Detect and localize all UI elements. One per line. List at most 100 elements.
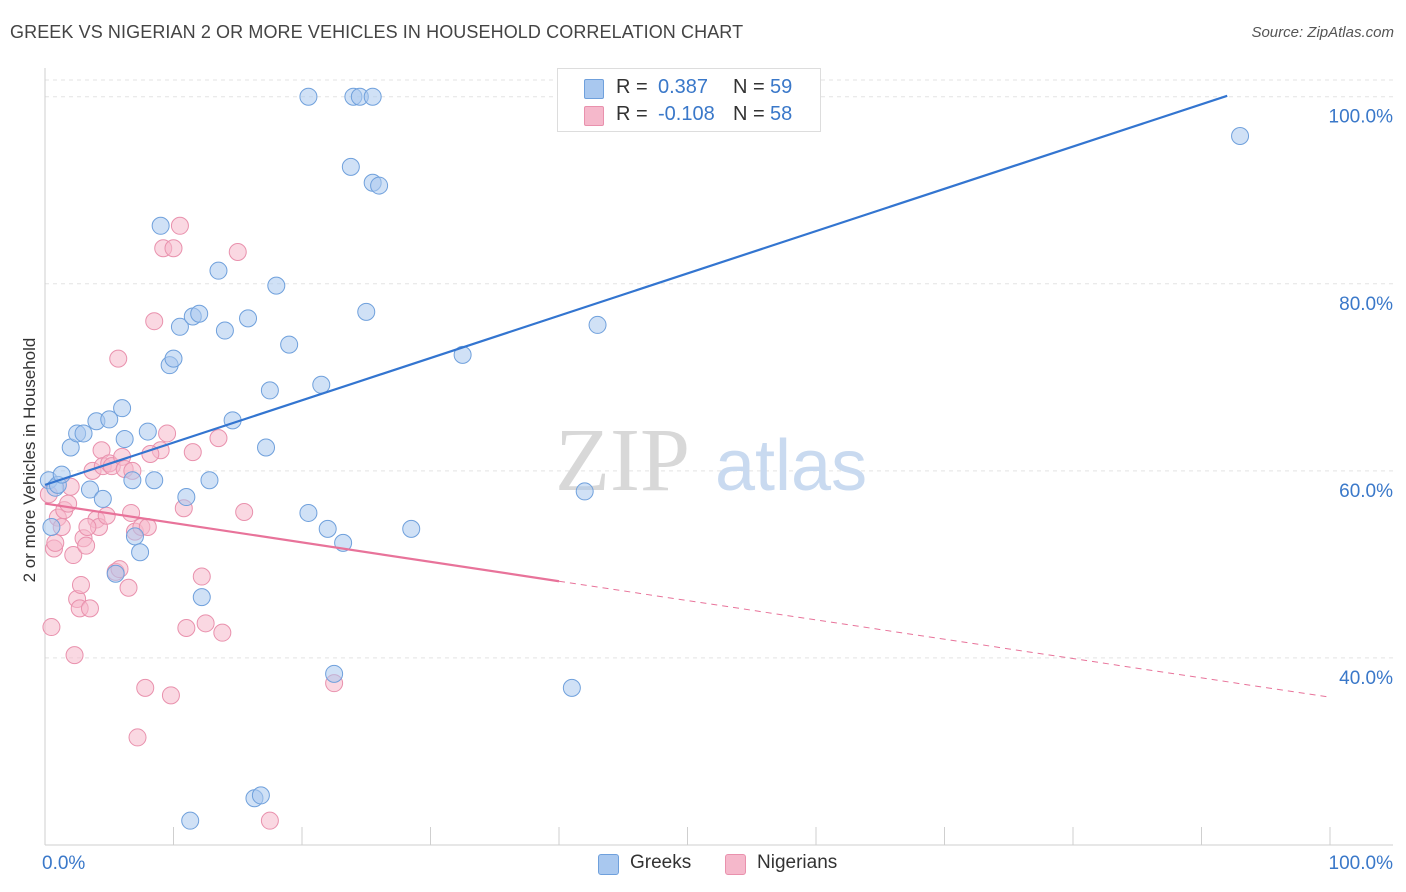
nigerian-point bbox=[80, 599, 99, 618]
greek-point bbox=[192, 588, 211, 607]
nigerian-point bbox=[42, 618, 61, 637]
greek-point bbox=[138, 422, 157, 441]
greek-point bbox=[106, 564, 125, 583]
nigerian-point bbox=[119, 578, 138, 597]
nigerian-r-label: R = bbox=[616, 103, 648, 125]
nigerian-point bbox=[97, 506, 116, 525]
x-tick-label-min: 0.0% bbox=[42, 853, 85, 874]
nigerian-point bbox=[122, 503, 141, 522]
greek-point bbox=[341, 157, 360, 176]
nigerian-point bbox=[192, 567, 211, 586]
nigerian-swatch bbox=[584, 106, 604, 126]
nigerian-point bbox=[65, 646, 84, 665]
nigerian-point bbox=[196, 614, 215, 633]
greek-point bbox=[151, 216, 170, 235]
nigerian-n-label: N = bbox=[733, 103, 765, 125]
greek-point bbox=[260, 381, 279, 400]
greek-point bbox=[74, 424, 93, 443]
greek-points bbox=[39, 87, 1250, 830]
nigerian-point bbox=[145, 312, 164, 331]
greek-point bbox=[181, 811, 200, 830]
greek-r-label: R = bbox=[616, 76, 648, 98]
greek-point bbox=[190, 304, 209, 323]
chart-title: GREEK VS NIGERIAN 2 OR MORE VEHICLES IN … bbox=[10, 22, 744, 42]
nigerian-point bbox=[59, 494, 78, 513]
nigerian-point bbox=[78, 517, 97, 536]
watermark-atlas: atlas bbox=[715, 426, 867, 506]
nigerian-point bbox=[161, 686, 180, 705]
greek-point bbox=[42, 517, 61, 536]
greek-point bbox=[215, 321, 234, 340]
nigerian-point bbox=[64, 546, 83, 565]
stats-legend: R = 0.387 N = 59 R = -0.108 N = 58 bbox=[557, 68, 821, 132]
greek-point bbox=[363, 87, 382, 106]
y-tick-label: 100.0% bbox=[1329, 107, 1394, 128]
greek-legend-swatch bbox=[598, 854, 619, 875]
greek-point bbox=[125, 527, 144, 546]
greek-point bbox=[402, 519, 421, 538]
y-tick-label: 60.0% bbox=[1339, 481, 1393, 502]
nigerian-point bbox=[71, 575, 90, 594]
greek-point bbox=[209, 261, 228, 280]
greek-point bbox=[251, 786, 270, 805]
greek-legend-label: Greeks bbox=[630, 852, 692, 873]
greek-point bbox=[177, 488, 196, 507]
greek-point bbox=[267, 276, 286, 295]
nigerian-point bbox=[183, 443, 202, 462]
y-tick-label: 40.0% bbox=[1339, 668, 1393, 689]
nigerian-point bbox=[228, 242, 247, 261]
greek-point bbox=[239, 309, 258, 328]
greek-point bbox=[325, 664, 344, 683]
nigerian-point bbox=[158, 424, 177, 443]
axes bbox=[44, 68, 1393, 846]
nigerian-legend-swatch bbox=[725, 854, 746, 875]
greek-point bbox=[588, 315, 607, 334]
nigerian-points bbox=[39, 216, 344, 830]
greek-point bbox=[170, 317, 189, 336]
greek-point bbox=[113, 399, 132, 418]
greek-n-value: 59 bbox=[770, 76, 793, 98]
greek-point bbox=[115, 430, 134, 449]
greek-point bbox=[299, 503, 318, 522]
greek-point bbox=[93, 489, 112, 508]
greek-point bbox=[312, 375, 331, 394]
trend-lines bbox=[44, 94, 1331, 698]
nigerian-n-value: 58 bbox=[770, 103, 793, 125]
greek-point bbox=[80, 480, 99, 499]
greek-point bbox=[299, 87, 318, 106]
greek-point bbox=[1231, 126, 1250, 145]
watermark-zip: ZIP bbox=[555, 411, 690, 510]
nigerian-point bbox=[109, 349, 128, 368]
greek-point bbox=[145, 471, 164, 490]
greek-r-value: 0.387 bbox=[658, 76, 709, 98]
greek-n-label: N = bbox=[733, 76, 765, 98]
greek-point bbox=[318, 519, 337, 538]
watermark: ZIP atlas bbox=[555, 411, 867, 510]
nigerian-point bbox=[128, 728, 147, 747]
nigerian-point bbox=[213, 623, 232, 642]
legend-row-nigerians: R = -0.108 N = 58 bbox=[558, 100, 820, 128]
nigerian-trend-line bbox=[44, 502, 560, 583]
greek-point bbox=[100, 410, 119, 429]
x-tick-label-max: 100.0% bbox=[1329, 853, 1394, 874]
source-label: Source: ZipAtlas.com bbox=[1251, 24, 1394, 41]
greek-point bbox=[164, 349, 183, 368]
greek-point bbox=[131, 543, 150, 562]
greek-point bbox=[575, 482, 594, 501]
greek-swatch bbox=[584, 79, 604, 99]
nigerian-point bbox=[170, 216, 189, 235]
nigerian-point bbox=[164, 239, 183, 258]
greek-point bbox=[123, 471, 142, 490]
greek-point bbox=[370, 176, 389, 195]
legend-row-greeks: R = 0.387 N = 59 bbox=[558, 73, 820, 101]
grid-lines bbox=[45, 79, 1393, 659]
nigerian-point bbox=[260, 811, 279, 830]
nigerian-point bbox=[136, 678, 155, 697]
nigerian-r-value: -0.108 bbox=[658, 103, 715, 125]
nigerian-legend-label: Nigerians bbox=[757, 852, 838, 873]
greek-point bbox=[562, 678, 581, 697]
tick-labels: 40.0% 60.0% 80.0% 100.0% 0.0% 100.0% bbox=[42, 107, 1393, 874]
greek-point bbox=[257, 438, 276, 457]
nigerian-point bbox=[177, 618, 196, 637]
